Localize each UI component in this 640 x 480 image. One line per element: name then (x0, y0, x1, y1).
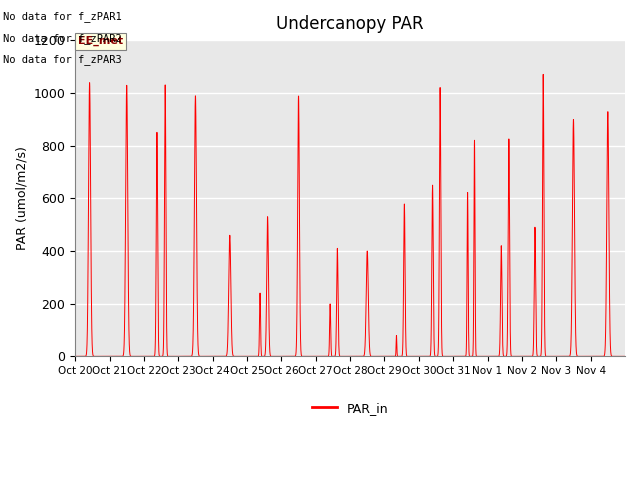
Text: No data for f_zPAR3: No data for f_zPAR3 (3, 54, 122, 65)
Text: No data for f_zPAR1: No data for f_zPAR1 (3, 11, 122, 22)
Legend: PAR_in: PAR_in (307, 396, 394, 420)
Title: Undercanopy PAR: Undercanopy PAR (276, 15, 424, 33)
Text: EE_met: EE_met (78, 36, 123, 47)
Text: No data for f_zPAR2: No data for f_zPAR2 (3, 33, 122, 44)
Y-axis label: PAR (umol/m2/s): PAR (umol/m2/s) (15, 146, 28, 250)
